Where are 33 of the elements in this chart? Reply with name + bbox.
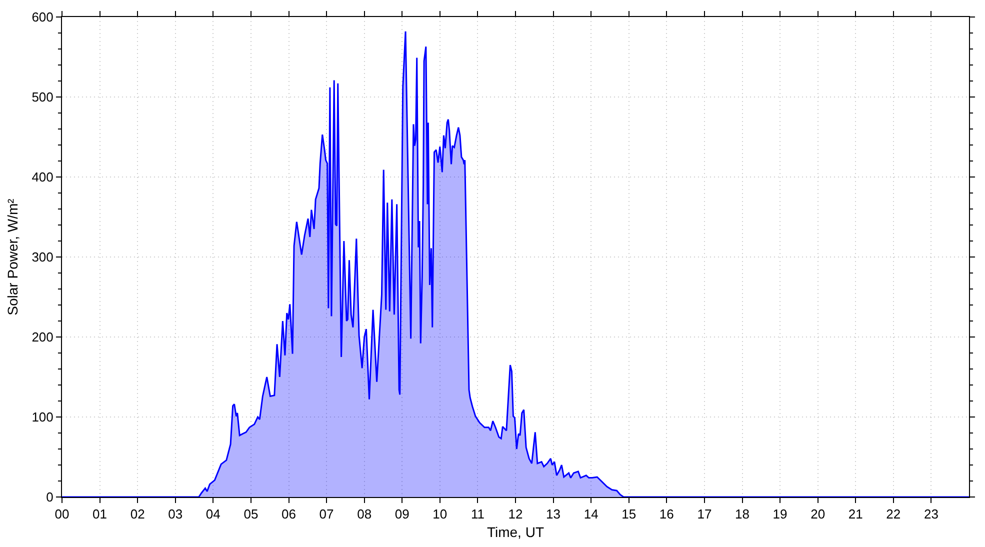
y-tick-label: 100 bbox=[32, 410, 54, 425]
x-tick-label: 05 bbox=[244, 506, 258, 522]
y-tick-label: 500 bbox=[32, 90, 54, 105]
x-tick-label: 08 bbox=[357, 506, 372, 522]
x-tick-label: 03 bbox=[168, 506, 183, 522]
x-tick-label: 06 bbox=[282, 506, 296, 522]
y-tick-label: 600 bbox=[32, 10, 54, 25]
x-tick-label: 22 bbox=[886, 506, 901, 522]
x-tick-label: 20 bbox=[810, 506, 826, 522]
y-tick-label: 200 bbox=[32, 330, 54, 345]
x-tick-label: 02 bbox=[130, 506, 145, 522]
x-tick-label: 21 bbox=[848, 506, 863, 522]
x-tick-label: 10 bbox=[432, 506, 448, 522]
x-tick-label: 01 bbox=[92, 506, 108, 522]
x-tick-label: 13 bbox=[546, 506, 561, 522]
x-tick-label: 14 bbox=[584, 506, 598, 522]
y-tick-label: 400 bbox=[32, 170, 54, 185]
x-tick-label: 07 bbox=[319, 506, 334, 522]
y-tick-label: 0 bbox=[46, 490, 54, 505]
y-tick-label: 300 bbox=[32, 250, 54, 265]
x-tick-label: 19 bbox=[772, 506, 788, 522]
x-tick-label: 00 bbox=[54, 506, 70, 522]
x-tick-label: 23 bbox=[924, 506, 938, 522]
x-tick-label: 17 bbox=[697, 506, 712, 522]
x-tick-label: 04 bbox=[206, 506, 220, 522]
x-tick-label: 16 bbox=[659, 506, 674, 522]
x-tick-label: 09 bbox=[394, 506, 410, 522]
x-tick-label: 12 bbox=[508, 506, 523, 522]
x-axis-title: Time, UT bbox=[486, 524, 544, 540]
x-tick-label: 15 bbox=[622, 506, 636, 522]
x-tick-label: 18 bbox=[735, 506, 750, 522]
y-axis-title: Solar Power, W/m² bbox=[4, 198, 20, 316]
x-tick-label: 11 bbox=[470, 506, 484, 522]
